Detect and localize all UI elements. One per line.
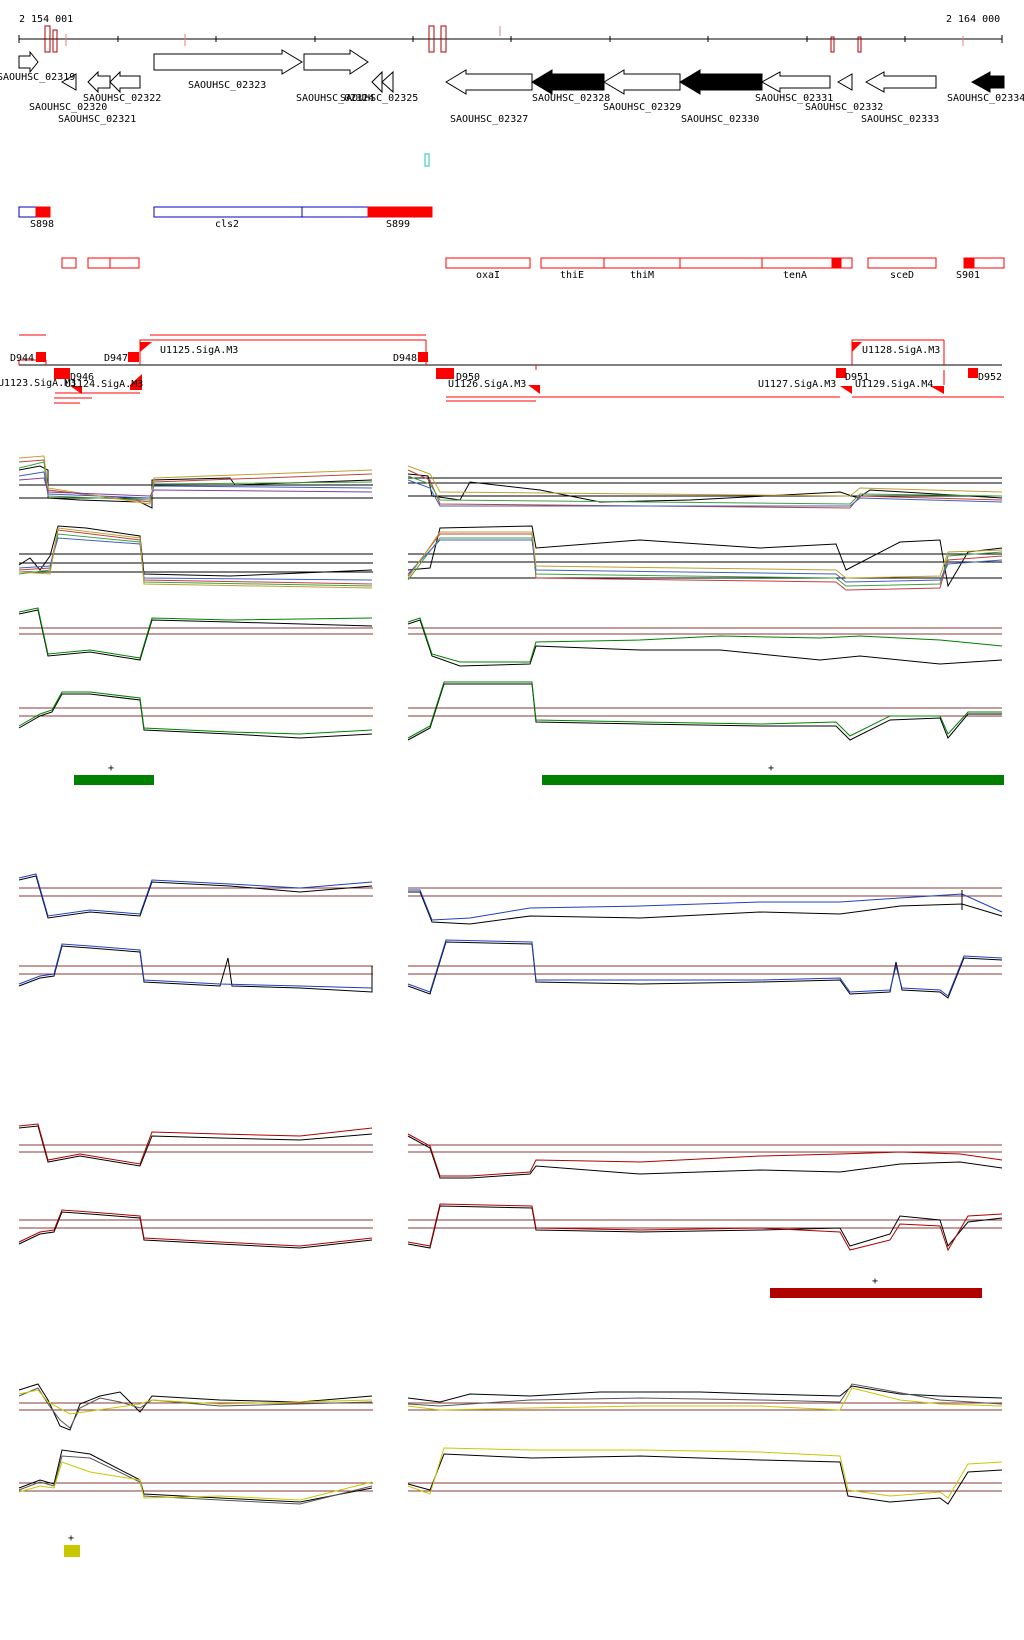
segment-label: D944	[10, 353, 34, 364]
feature-label: thiM	[630, 270, 654, 281]
feature-box[interactable]	[679, 257, 763, 269]
gene-arrow[interactable]	[603, 69, 681, 95]
gene-label: SAOUHSC_02328	[532, 93, 610, 104]
feature-box[interactable]	[153, 206, 303, 218]
gene-arrow[interactable]	[109, 70, 141, 94]
gene-arrow[interactable]	[531, 69, 605, 95]
segment-label: U1125.SigA.M3	[160, 345, 238, 356]
gene-label: SAOUHSC_02333	[861, 114, 939, 125]
strand-mark: +	[768, 763, 774, 774]
yellow-segment-bar: +	[64, 1533, 80, 1557]
segment-label: U1126.SigA.M3	[448, 379, 526, 390]
gene-arrow[interactable]	[970, 71, 1005, 93]
gene-label: SAOUHSC_02330	[681, 114, 759, 125]
gene-label: SAOUHSC_02325	[340, 93, 418, 104]
feature-track: S898 cls2 S899	[18, 206, 433, 230]
segment-label: U1129.SigA.M4	[855, 379, 933, 390]
feature-box[interactable]	[761, 257, 833, 269]
feature-label: S899	[386, 219, 410, 230]
feature-track-2	[61, 257, 1005, 269]
green-panel-2	[18, 681, 1002, 741]
segment-label: U1128.SigA.M3	[862, 345, 940, 356]
strand-mark: +	[872, 1276, 878, 1287]
segment-label: D947	[104, 353, 128, 364]
green-segment-bars: + +	[74, 763, 1004, 785]
gene-label: SAOUHSC_02321	[58, 114, 136, 125]
feature-box[interactable]	[35, 206, 51, 218]
gene-label: SAOUHSC_02331	[755, 93, 833, 104]
gene-label: SAOUHSC_02334	[947, 93, 1024, 104]
segment-label: D951	[845, 372, 869, 383]
strand-mark: +	[108, 763, 114, 774]
feature-label: S898	[30, 219, 54, 230]
segment-label: U1127.SigA.M3	[758, 379, 836, 390]
gene-arrow[interactable]	[87, 70, 111, 94]
segment-label: D950	[456, 372, 480, 383]
green-panel-1	[18, 607, 1003, 667]
feature-label: oxaI	[476, 270, 500, 281]
gene-arrow[interactable]	[836, 73, 853, 91]
strand-mark: +	[68, 1533, 74, 1544]
segmentation-track: D944 D947 U1125.SigA.M3 D948 U1128.SigA.…	[0, 334, 1004, 404]
gene-arrow[interactable]	[760, 71, 831, 93]
yellow-panel-1	[18, 1383, 1003, 1431]
darkred-panel-1	[18, 1123, 1003, 1179]
feature-box[interactable]	[301, 206, 369, 218]
gene-arrow[interactable]	[371, 70, 383, 94]
gene-label: SAOUHSC_02332	[805, 102, 883, 113]
gene-arrow[interactable]	[381, 70, 394, 94]
darkred-segment-bar: +	[770, 1276, 982, 1298]
gene-track	[18, 49, 1005, 95]
feature-box[interactable]	[867, 257, 937, 269]
feature-box[interactable]	[540, 257, 605, 269]
gene-arrow[interactable]	[153, 49, 303, 75]
multi-panel-2	[18, 525, 1003, 591]
gene-arrow[interactable]	[18, 50, 39, 74]
blue-panel-2	[18, 939, 1003, 999]
feature-label: tenA	[783, 270, 807, 281]
gene-arrow[interactable]	[679, 69, 763, 95]
gene-arrow[interactable]	[445, 69, 533, 95]
gene-label: SAOUHSC_02322	[83, 93, 161, 104]
gene-label: SAOUHSC_02329	[603, 102, 681, 113]
feature-labels-2: oxaI thiE thiM tenA sceD S901	[446, 267, 980, 281]
feature-box[interactable]	[87, 257, 111, 269]
gene-label: SAOUHSC_02323	[188, 80, 266, 91]
expression-panels: + +	[18, 455, 1004, 1557]
feature-box[interactable]	[831, 257, 842, 269]
darkred-panel-2	[18, 1203, 1003, 1252]
gene-label: SAOUHSC_02324	[296, 93, 374, 104]
gene-arrow[interactable]	[303, 49, 369, 75]
coordinate-axis: 2 154 001 2 164 000	[18, 14, 1003, 53]
gene-label: SAOUHSC_02320	[29, 102, 107, 113]
segment-label: U1124.SigA.M3	[65, 379, 143, 390]
gene-labels: SAOUHSC_02319 SAOUHSC_02320 SAOUHSC_0232…	[0, 72, 1024, 125]
coord-start-label: 2 154 001	[19, 14, 73, 25]
blue-panel-1	[18, 873, 1003, 925]
coord-end-label: 2 164 000	[946, 14, 1000, 25]
feature-box[interactable]	[109, 257, 140, 269]
gene-arrow[interactable]	[60, 73, 77, 91]
segment-label: D952	[978, 372, 1002, 383]
feature-box[interactable]	[445, 257, 531, 269]
feature-label: cls2	[215, 219, 239, 230]
cyan-marker	[424, 153, 430, 167]
feature-label: S901	[956, 270, 980, 281]
feature-box[interactable]	[367, 206, 433, 218]
gene-label: SAOUHSC_02327	[450, 114, 528, 125]
gene-arrow[interactable]	[864, 71, 937, 93]
multi-panel-1	[18, 455, 1003, 509]
feature-box[interactable]	[603, 257, 681, 269]
segment-label: D948	[393, 353, 417, 364]
feature-box[interactable]	[963, 257, 975, 269]
yellow-panel-2	[18, 1447, 1003, 1505]
feature-box[interactable]	[61, 257, 77, 269]
feature-label: sceD	[890, 270, 914, 281]
segment-label: D946	[70, 372, 94, 383]
feature-label: thiE	[560, 270, 584, 281]
segment-label: U1123.SigA.M3	[0, 378, 76, 389]
gene-label: SAOUHSC_02319	[0, 72, 75, 83]
